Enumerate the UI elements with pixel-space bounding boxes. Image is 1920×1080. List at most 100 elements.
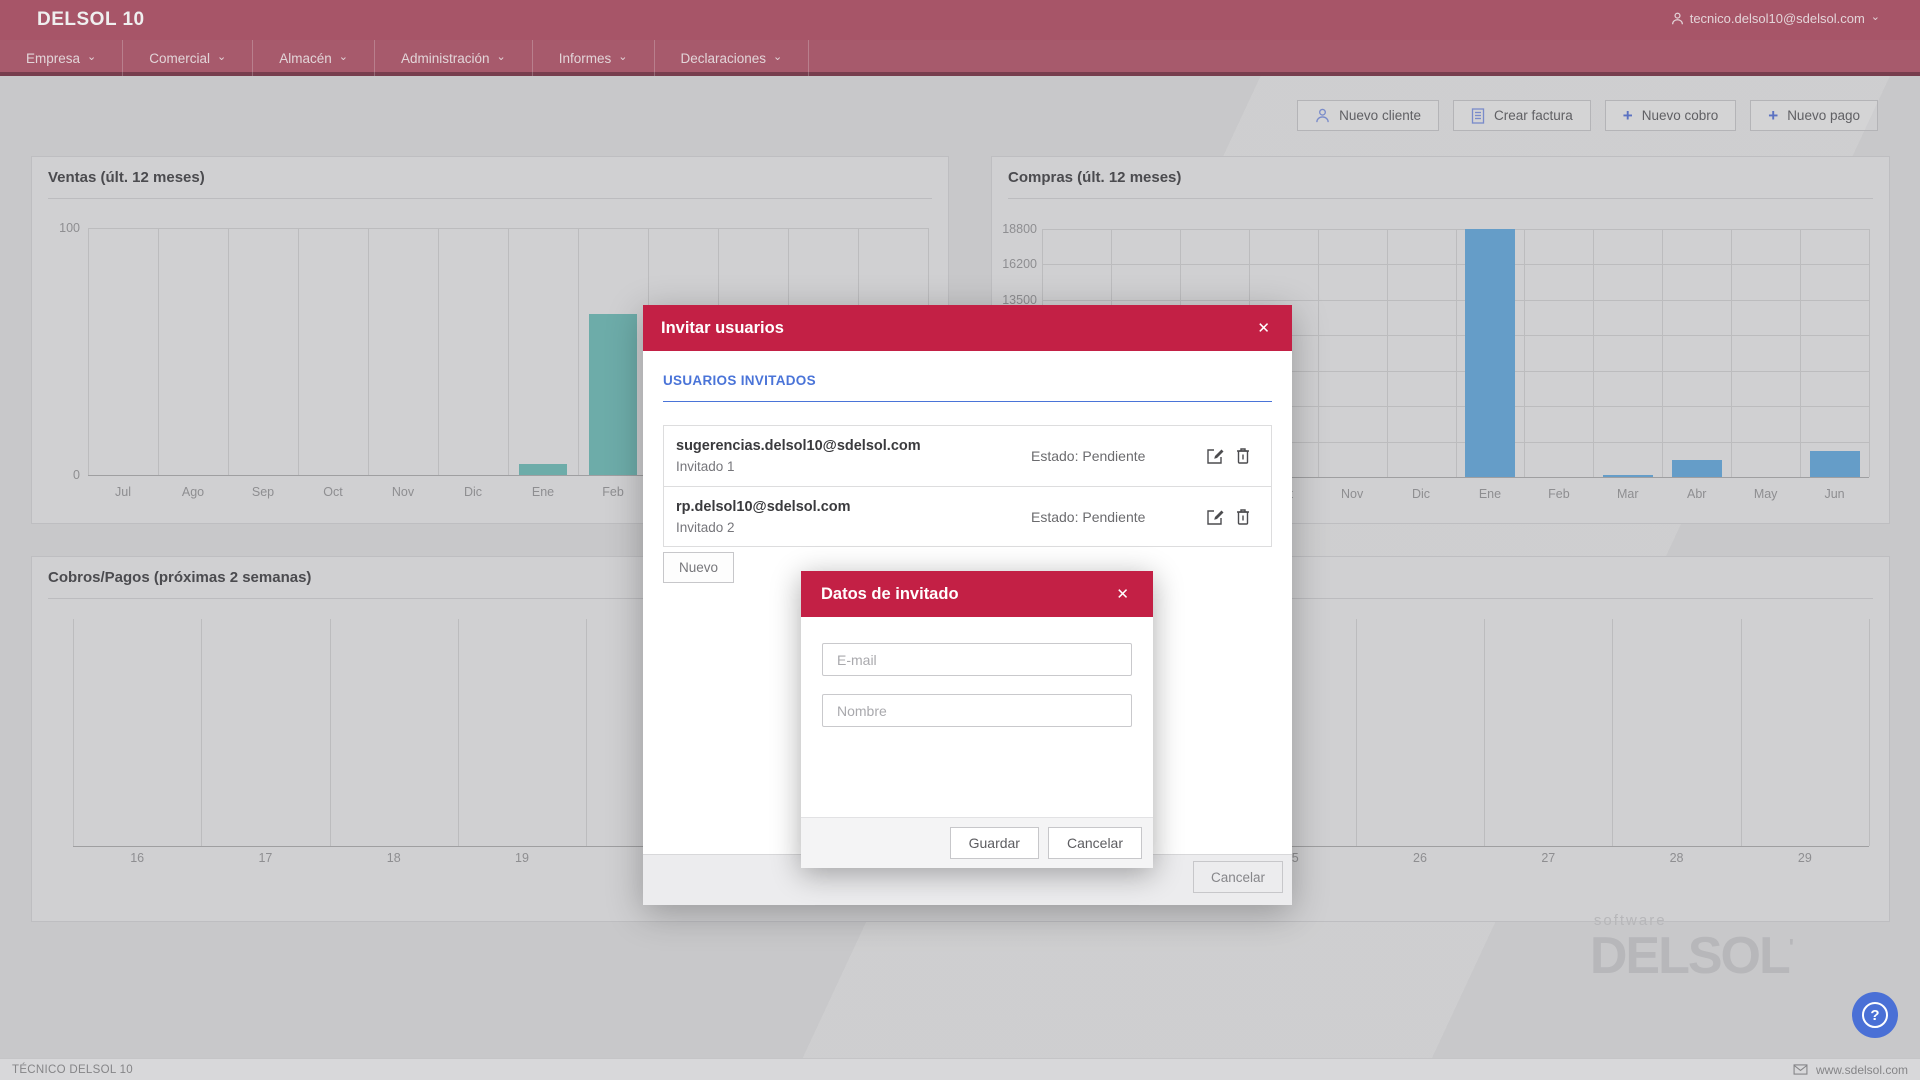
- user-row-name: Invitado 1: [676, 459, 735, 474]
- gridline: [1386, 229, 1388, 477]
- chevron-down-icon: ⌄: [496, 50, 506, 63]
- delete-user-button[interactable]: [1235, 447, 1251, 465]
- gridline: [1042, 335, 1869, 337]
- x-tick-label: Nov: [1341, 487, 1364, 501]
- gridline: [1042, 299, 1869, 301]
- delete-user-button[interactable]: [1235, 508, 1251, 526]
- modal-cancel-button[interactable]: Cancelar: [1193, 861, 1283, 893]
- x-tick-label: 28: [1669, 851, 1684, 865]
- main-nav: Empresa ⌄ Comercial ⌄ Almacén ⌄ Administrac…: [0, 40, 1920, 76]
- gridline: [1731, 229, 1733, 477]
- question-mark-icon: ?: [1862, 1002, 1888, 1028]
- nav-item-comercial[interactable]: Comercial ⌄: [123, 40, 254, 76]
- gridline: [586, 619, 588, 846]
- gridline: [158, 228, 159, 475]
- status-bar: TÉCNICO DELSOL 10 www.sdelsol.com: [0, 1058, 1920, 1080]
- envelope-icon: [1793, 1064, 1808, 1075]
- gridline: [1662, 229, 1664, 477]
- close-icon[interactable]: ✕: [1257, 320, 1270, 337]
- user-row-email: sugerencias.delsol10@sdelsol.com: [676, 438, 921, 454]
- top-app-bar: DELSOL 10 tecnico.delsol10@sdelsol.com ⌄: [0, 0, 1920, 40]
- x-axis: [88, 475, 928, 476]
- modal-title: Invitar usuarios: [661, 318, 784, 337]
- x-tick-label: Abr: [1686, 487, 1707, 501]
- invitar-usuarios-header: Invitar usuarios ✕: [643, 305, 1292, 351]
- nav-item-informes[interactable]: Informes ⌄: [533, 40, 655, 76]
- gridline: [88, 228, 89, 475]
- bar-Ene: [1464, 229, 1515, 477]
- datos-de-invitado-header: Datos de invitado ✕: [801, 571, 1153, 617]
- help-button[interactable]: ?: [1852, 992, 1898, 1038]
- user-email: tecnico.delsol10@sdelsol.com: [1689, 11, 1865, 26]
- chevron-down-icon: ⌄: [87, 50, 97, 63]
- person-icon: [1316, 108, 1329, 123]
- user-menu[interactable]: tecnico.delsol10@sdelsol.com ⌄: [1671, 11, 1880, 26]
- chevron-down-icon: ⌄: [338, 50, 348, 63]
- edit-user-button[interactable]: [1206, 508, 1224, 526]
- trash-icon: [1237, 508, 1249, 525]
- nombre-field[interactable]: [822, 694, 1132, 727]
- app-logo: DELSOL 10: [37, 9, 145, 30]
- plus-icon: +: [1768, 106, 1779, 125]
- x-tick-label: Ago: [181, 485, 205, 499]
- bar-Abr: [1671, 459, 1722, 477]
- dialog-title: Datos de invitado: [821, 584, 959, 603]
- y-tick-label: 100: [59, 221, 80, 235]
- website-link[interactable]: www.sdelsol.com: [1815, 1062, 1908, 1077]
- x-tick-label: 26: [1413, 851, 1427, 865]
- company-name: TÉCNICO DELSOL 10: [12, 1063, 133, 1076]
- bar-Jun: [1809, 451, 1860, 477]
- gridline: [1612, 619, 1614, 846]
- gridline: [1524, 229, 1526, 477]
- bar-Feb: [589, 314, 637, 475]
- nav-item-administracion[interactable]: Administración ⌄: [375, 40, 533, 76]
- gridline: [73, 619, 74, 846]
- new-client-button[interactable]: Nuevo cliente: [1297, 100, 1439, 131]
- nav-item-declaraciones[interactable]: Declaraciones ⌄: [655, 40, 810, 76]
- y-tick-label: 16200: [1002, 257, 1037, 272]
- ventas-chart-title: Ventas (últ. 12 meses): [48, 169, 932, 199]
- usuarios-invitados-heading: USUARIOS INVITADOS: [663, 373, 1272, 402]
- x-tick-label: Mar: [1617, 487, 1639, 501]
- gridline: [508, 228, 509, 475]
- gridline: [1042, 441, 1869, 443]
- guardar-button[interactable]: Guardar: [949, 827, 1039, 859]
- nav-item-almacen[interactable]: Almacén ⌄: [253, 40, 375, 76]
- email-field[interactable]: [822, 643, 1132, 676]
- gridline: [329, 619, 331, 846]
- gridline: [1042, 370, 1869, 372]
- new-collection-button[interactable]: + Nuevo cobro: [1604, 100, 1737, 131]
- dialog-cancel-button[interactable]: Cancelar: [1047, 827, 1142, 859]
- new-payment-button[interactable]: + Nuevo pago: [1750, 100, 1878, 131]
- compras-chart-title: Compras (últ. 12 meses): [1008, 169, 1873, 199]
- gridline: [368, 228, 369, 475]
- chevron-down-icon: ⌄: [618, 50, 628, 63]
- user-row-status: Estado: Pendiente: [1031, 448, 1146, 464]
- user-row-email: rp.delsol10@sdelsol.com: [676, 498, 851, 515]
- x-tick-label: Jul: [115, 485, 131, 499]
- close-icon[interactable]: ✕: [1116, 586, 1129, 603]
- edit-user-button[interactable]: [1206, 447, 1224, 465]
- bar-Mar: [1602, 475, 1653, 477]
- gridline: [1740, 619, 1742, 846]
- gridline: [88, 228, 928, 229]
- create-invoice-button[interactable]: Crear factura: [1452, 100, 1591, 131]
- chevron-down-icon: ⌄: [1870, 11, 1880, 23]
- x-tick-label: 16: [130, 851, 145, 865]
- x-tick-label: Sep: [251, 485, 275, 499]
- x-axis: [1042, 477, 1869, 478]
- gridline: [1869, 619, 1870, 846]
- nuevo-button[interactable]: Nuevo: [663, 552, 735, 583]
- chevron-down-icon: ⌄: [217, 50, 227, 63]
- gridline: [201, 619, 203, 846]
- gridline: [1800, 229, 1802, 477]
- nav-item-empresa[interactable]: Empresa ⌄: [0, 40, 124, 76]
- plus-icon: +: [1622, 106, 1633, 125]
- gridline: [228, 228, 229, 475]
- gridline: [1455, 229, 1457, 477]
- y-tick-label: 13500: [1002, 292, 1037, 307]
- edit-pencil-icon: [1207, 449, 1224, 464]
- gridline: [457, 619, 459, 846]
- x-tick-label: May: [1753, 487, 1778, 501]
- invoice-icon: [1471, 107, 1485, 124]
